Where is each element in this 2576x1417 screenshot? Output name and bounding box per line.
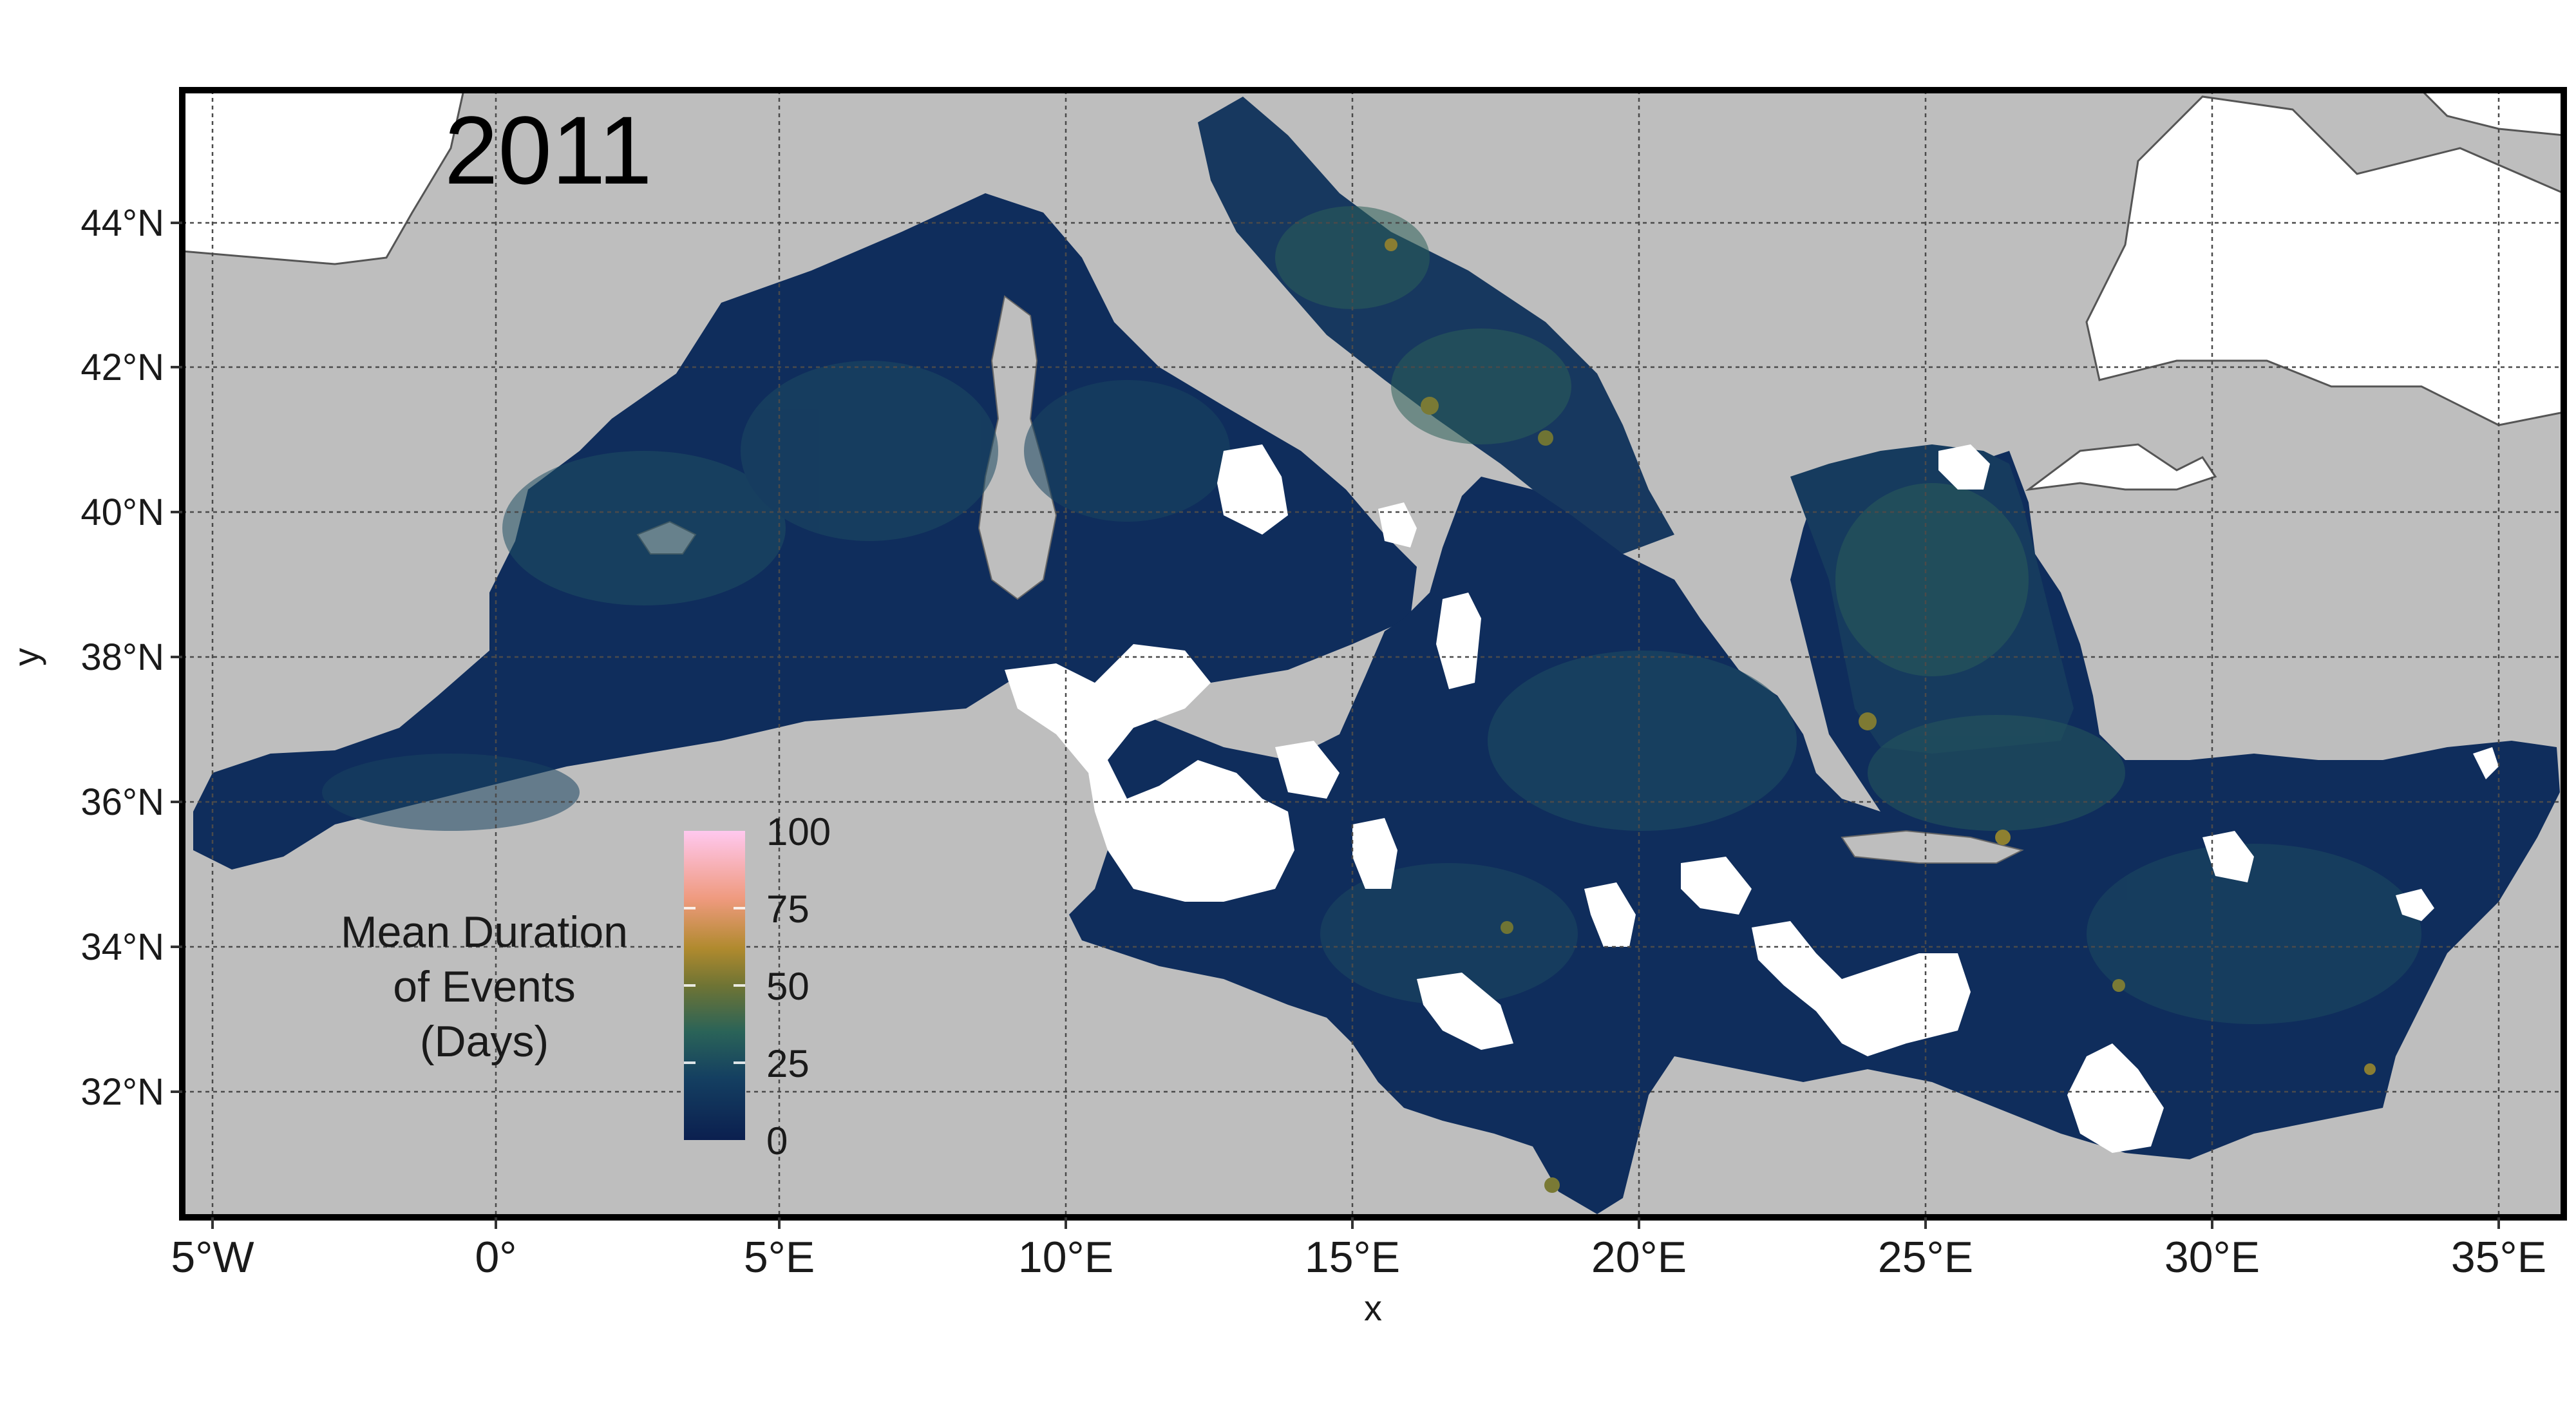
west-med-sea (193, 193, 1417, 870)
colorbar-legend: Mean Duration of Events (Days) 100 75 50… (341, 810, 831, 1163)
legend-title-line: (Days) (420, 1017, 549, 1066)
corsica-sardinia-land (978, 295, 1057, 600)
x-tick-label: 10°E (1018, 1233, 1113, 1282)
graticule (182, 90, 2564, 1217)
y-tick-label: 36°N (80, 781, 164, 823)
legend-tick: 25 (766, 1042, 810, 1085)
legend-tick: 50 (766, 965, 810, 1008)
x-tick-label: 0° (475, 1233, 516, 1282)
y-axis: 44°N 42°N 40°N 38°N 36°N 34°N 32°N (80, 202, 182, 1113)
x-tick-label: 5°W (171, 1233, 254, 1282)
x-tick-label: 30°E (2164, 1233, 2260, 1282)
crete-land (1841, 830, 2024, 864)
legend-tick: 0 (766, 1119, 788, 1163)
x-tick-label: 25°E (1878, 1233, 1973, 1282)
y-tick-label: 34°N (80, 926, 164, 968)
iberia-land (182, 90, 465, 265)
panel-frame (179, 87, 2567, 1221)
anatolia-land (2085, 95, 2564, 426)
y-axis-label: y (6, 648, 46, 666)
legend-tick: 75 (766, 888, 810, 931)
legend-title-line: of Events (393, 962, 576, 1011)
y-tick-label: 32°N (80, 1071, 164, 1113)
y-tick-label: 42°N (80, 347, 164, 388)
legend-title-line: Mean Duration (341, 908, 628, 956)
northeast-land (2420, 90, 2564, 137)
x-tick-label: 15°E (1305, 1233, 1400, 1282)
x-axis-label: x (1364, 1288, 1382, 1328)
duration-texture (322, 206, 2421, 1024)
x-tick-label: 5°E (744, 1233, 815, 1282)
year-label: 2011 (444, 96, 652, 204)
x-tick-label: 20°E (1591, 1233, 1687, 1282)
x-tick-label: 35°E (2451, 1233, 2546, 1282)
y-tick-label: 44°N (80, 202, 164, 244)
legend-tick: 100 (766, 810, 831, 853)
crimea-land (2025, 443, 2217, 491)
x-axis: 5°W 0° 5°E 10°E 15°E 20°E 25°E 30°E 35°E (171, 1217, 2546, 1282)
hotspots (1385, 238, 2376, 1193)
adriatic-sea (1198, 97, 1674, 554)
no-data-patches (1005, 444, 2499, 1153)
y-tick-label: 40°N (80, 491, 164, 533)
y-tick-label: 38°N (80, 636, 164, 678)
